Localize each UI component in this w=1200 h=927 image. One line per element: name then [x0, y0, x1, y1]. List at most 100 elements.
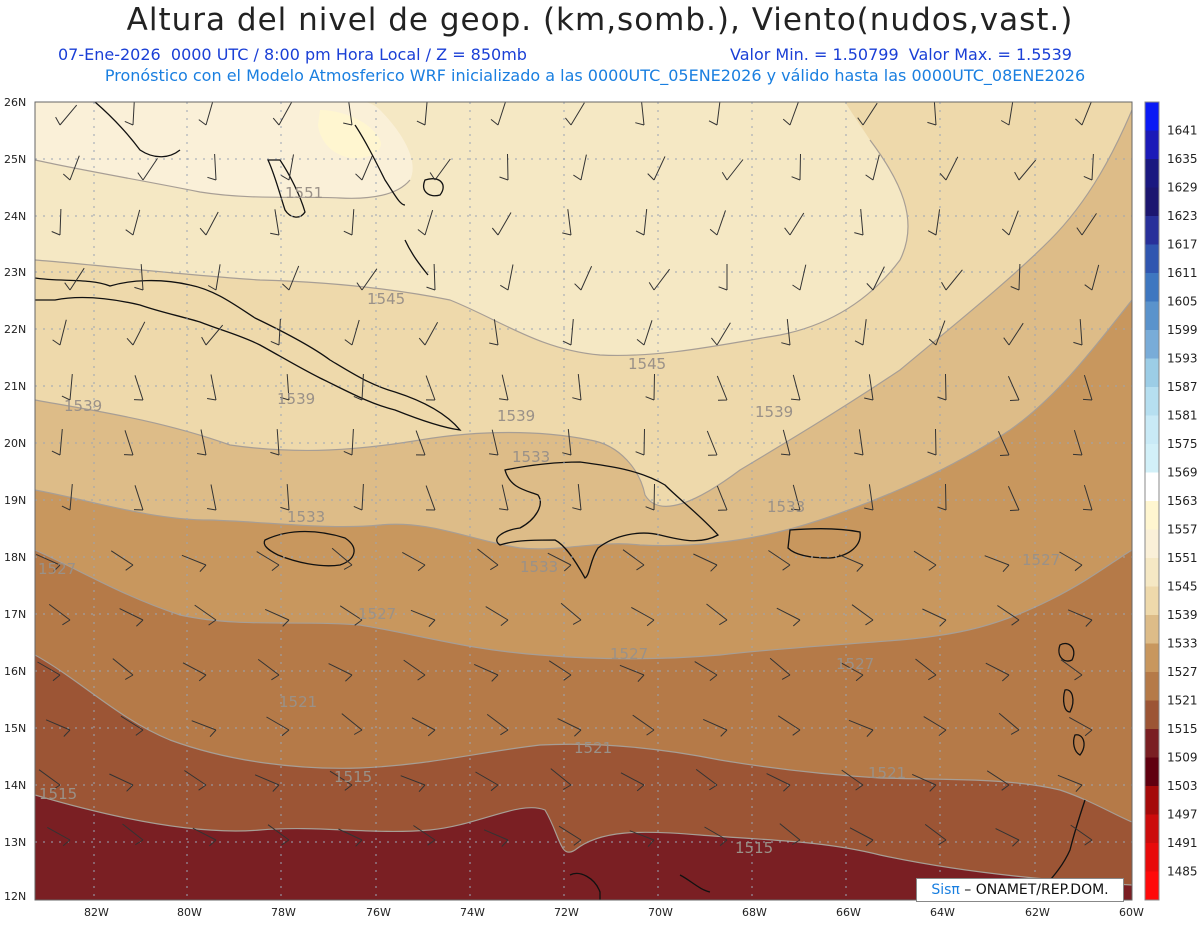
colorbar-label: 1617 [1167, 238, 1198, 252]
wind-barb [702, 718, 728, 737]
wind-barb [913, 550, 937, 571]
lat-label: 18N [4, 551, 26, 564]
colorbar-swatch [1145, 273, 1159, 302]
wind-barb [985, 662, 1010, 682]
wind-barb [133, 485, 144, 511]
colorbar-swatch [1145, 244, 1159, 274]
wind-barb [181, 554, 207, 572]
lat-label: 23N [4, 266, 26, 279]
wind-barb [201, 324, 224, 346]
contour-label: 1527 [1022, 551, 1060, 569]
wind-barb [923, 716, 947, 736]
wind-barb [109, 773, 134, 792]
colorbar-swatch [1145, 387, 1159, 416]
wind-barb [635, 102, 645, 126]
jamaica-coast [263, 530, 355, 567]
wind-barb [781, 319, 791, 346]
colorbar-swatch [1145, 130, 1159, 160]
wind-barb [1073, 319, 1083, 346]
wind-barb [854, 429, 864, 456]
wind-barb [766, 773, 791, 792]
contour-labels: 1551 1545 1545 1539 1539 1539 1539 1533 … [38, 184, 1060, 857]
wind-barb [489, 319, 499, 346]
wind-barb [1082, 374, 1093, 401]
wind-barb [355, 155, 373, 181]
wind-barb [270, 209, 280, 236]
wind-barb [341, 713, 363, 735]
guadeloupe [1058, 642, 1075, 662]
colorbar-label: 1575 [1167, 437, 1198, 451]
wind-barb [939, 156, 959, 181]
colorbar-label: 1587 [1167, 380, 1198, 394]
colorbar-label: 1551 [1167, 551, 1198, 565]
wind-barb [865, 154, 880, 181]
contour-label: 1539 [64, 397, 102, 415]
min-max-subtitle: Valor Min. = 1.50799 Valor Max. = 1.5539 [730, 45, 1072, 64]
wind-barb [558, 825, 582, 846]
wind-barb [706, 603, 728, 626]
wind-barb [941, 269, 963, 291]
martinique [1063, 689, 1074, 713]
wind-barb [125, 209, 141, 236]
wind-barb [197, 429, 207, 456]
wind-barb [491, 212, 512, 236]
wind-barb [499, 374, 509, 401]
colorbar-label: 1545 [1167, 580, 1198, 594]
wind-barb [922, 608, 947, 627]
wind-barb [704, 826, 728, 847]
wind-barb [924, 824, 947, 846]
wind-barb [998, 712, 1020, 735]
wind-barb [485, 606, 509, 626]
contour-label: 1539 [497, 407, 535, 425]
wind-barb [328, 663, 353, 682]
wind-barb [866, 266, 885, 291]
colorbar-label: 1611 [1167, 266, 1198, 280]
contour-label: 1527 [610, 645, 648, 663]
contour-label: 1515 [39, 785, 77, 803]
wind-barb [411, 717, 436, 737]
wind-barb [194, 604, 217, 626]
contour-label: 1545 [367, 290, 405, 308]
wind-barb [119, 608, 144, 627]
wind-barb [937, 483, 947, 511]
wind-barb [343, 102, 353, 126]
geopotential-height-field: 1551 1545 1545 1539 1539 1539 1539 1533 … [35, 102, 1132, 900]
colorbar-label: 1569 [1167, 466, 1198, 480]
wind-barb [475, 771, 499, 792]
wind-barb [1075, 102, 1092, 126]
lat-label: 14N [4, 779, 26, 792]
colorbar-swatch [1145, 871, 1159, 901]
wind-barb [636, 320, 653, 346]
wind-barb [791, 153, 801, 181]
wind-barb [629, 830, 655, 848]
wind-barb [198, 102, 214, 126]
wind-barb [343, 209, 355, 236]
wind-barb [207, 153, 217, 181]
wind-barb [619, 664, 645, 682]
wind-barb [500, 264, 514, 291]
band-1557 [318, 110, 381, 159]
wind-barb [1084, 264, 1100, 291]
contour-label: 1527 [836, 655, 874, 673]
wind-barb [55, 104, 78, 126]
page-title: Altura del nivel de geop. (km,somb.), Vi… [126, 2, 1074, 38]
wind-barb [52, 319, 67, 346]
wind-barb [631, 606, 655, 627]
wind-barb [281, 154, 294, 181]
wind-barb [854, 209, 864, 236]
wind-barb [254, 774, 280, 792]
wind-barb [854, 319, 867, 346]
wind-barb [126, 321, 146, 346]
wind-barb [768, 550, 791, 571]
contour-label: 1551 [285, 184, 323, 202]
wind-barb [37, 661, 61, 682]
wind-barb [1001, 210, 1019, 236]
colorbar-label: 1563 [1167, 494, 1198, 508]
wind-barb [270, 318, 281, 346]
colorbar-label: 1557 [1167, 523, 1198, 537]
colorbar-label: 1515 [1167, 722, 1198, 736]
wind-barb [708, 102, 721, 126]
wind-barb [1010, 263, 1021, 291]
contour-label: 1527 [358, 605, 396, 623]
